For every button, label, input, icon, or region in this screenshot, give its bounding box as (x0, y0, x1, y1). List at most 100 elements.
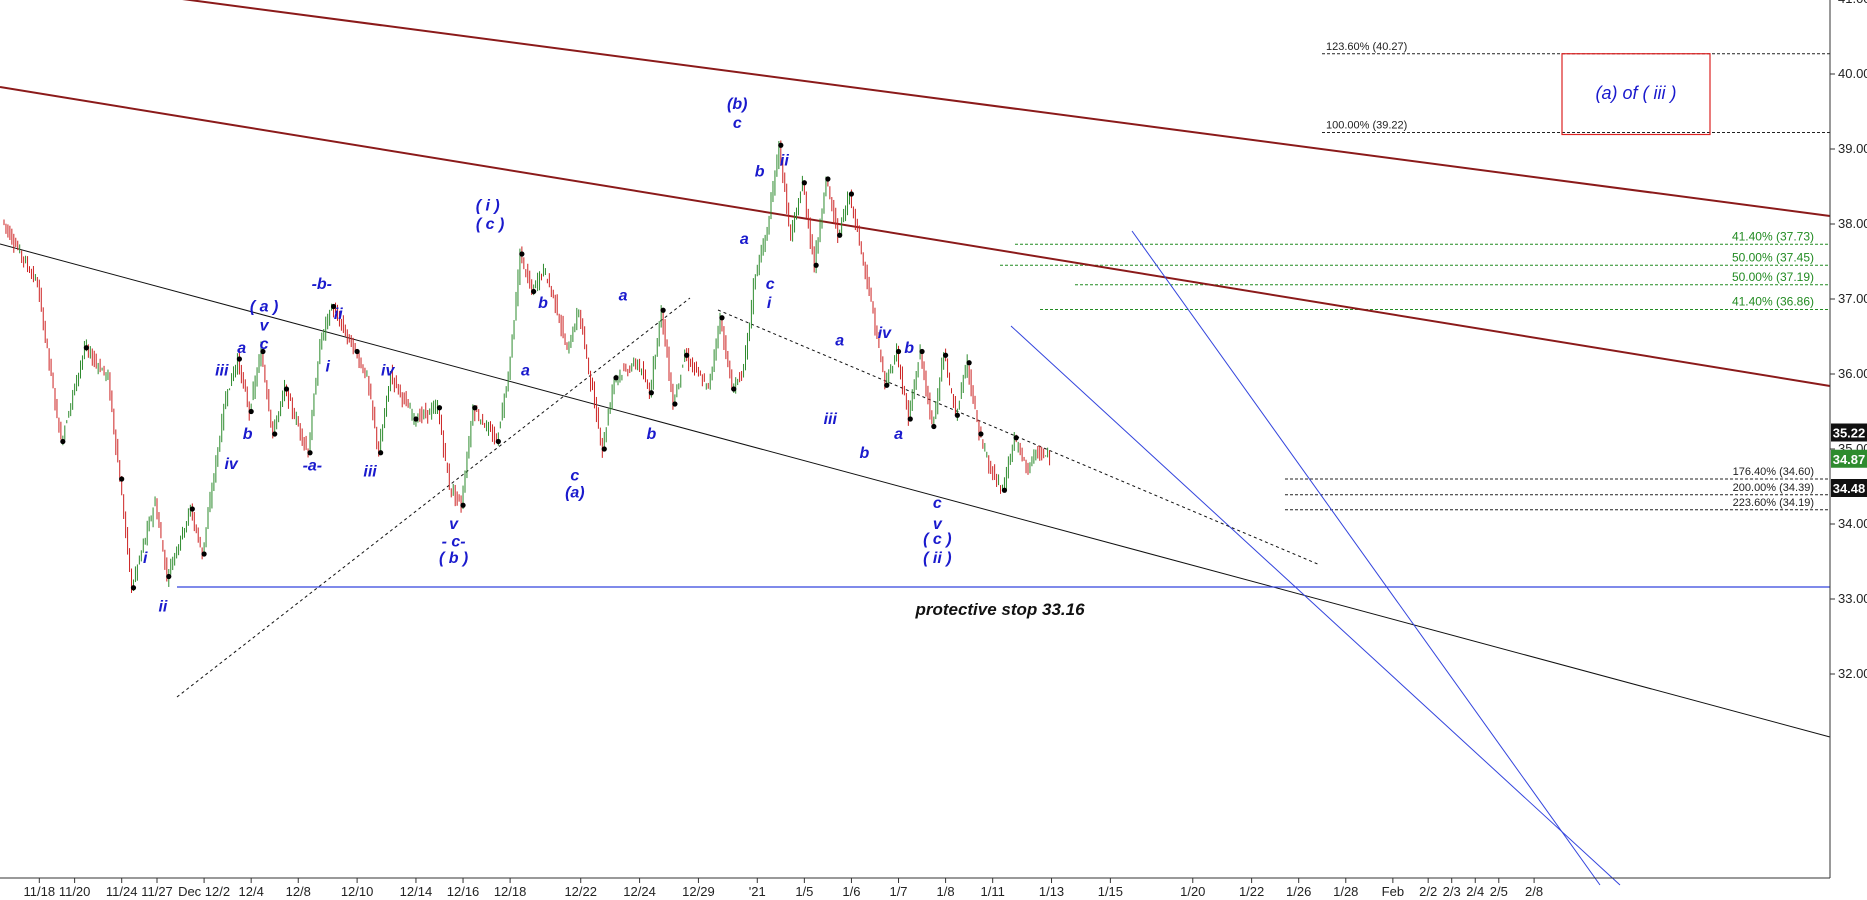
blue-lower-trendline (1010, 325, 1621, 886)
target-box (1561, 53, 1711, 136)
pivot-dot (613, 375, 619, 381)
wave-label: a (619, 287, 628, 304)
pivot-dot (837, 232, 843, 238)
pivot-dot (801, 180, 807, 186)
pivot-dot (260, 348, 266, 355)
time-tick-label: '21 (749, 884, 766, 899)
time-tick-label: 1/20 (1180, 884, 1205, 899)
wave-label: iii (363, 464, 377, 481)
wave-label: v (260, 317, 270, 334)
time-tick-label: 1/6 (842, 884, 860, 899)
pivot-dot (330, 303, 337, 310)
price-badge (1831, 449, 1867, 468)
price-tick-label: 40.00 (1838, 66, 1867, 81)
time-tick-label: 1/13 (1039, 884, 1064, 899)
pivot-dot (283, 386, 290, 392)
time-tick-label: 12/10 (341, 884, 374, 899)
fib-level-label: 50.00% (37.19) (1732, 270, 1814, 284)
wave-label: a (835, 332, 844, 349)
price-tick-label: 34.00 (1838, 516, 1867, 531)
price-tick-label: 37.00 (1838, 291, 1867, 306)
trendlines-layer: protective stop 33.16 (0, 0, 1831, 886)
pivot-dot (60, 438, 66, 445)
wave-label: c (733, 115, 742, 132)
time-tick-label: 11/20 (59, 884, 91, 899)
channel-lower-line (0, 86, 1831, 387)
pivot-dot (684, 352, 690, 358)
pivot-dot (119, 476, 125, 482)
wave-label: ( a ) (250, 299, 278, 316)
wave-label: (a) (565, 485, 585, 502)
time-tick-label: 12/18 (494, 884, 527, 899)
wave-label: ( c ) (923, 531, 951, 548)
wave-label: ( ii ) (923, 550, 951, 567)
pivot-dot (201, 551, 207, 557)
wave-label: i (767, 295, 772, 312)
pivot-dot (601, 446, 607, 452)
wave-label: - c- (442, 533, 466, 550)
pivot-dot (919, 348, 925, 355)
price-tick-label: 33.00 (1838, 591, 1867, 606)
wave-label: b (904, 340, 914, 357)
pivot-dot (778, 142, 784, 148)
price-tick-label: 32.00 (1838, 666, 1867, 681)
pivot-dot (813, 262, 819, 268)
pivot-dot (848, 191, 855, 197)
pivot-dot (166, 573, 172, 580)
time-tick-label: 12/24 (623, 884, 656, 899)
wave-label: -b- (312, 276, 332, 293)
pivot-dot (660, 307, 666, 313)
time-tick-label: 1/22 (1239, 884, 1264, 899)
pivot-dot (672, 401, 678, 407)
pivot-dot (907, 416, 913, 422)
wave-label: iv (381, 362, 395, 379)
time-tick-label: 2/5 (1490, 884, 1508, 899)
wave-label: iv (224, 456, 238, 473)
time-tick-label: 12/14 (400, 884, 433, 899)
wave-label: i (143, 550, 148, 567)
channel-upper-line (182, 0, 1831, 217)
wave-label: (b) (727, 96, 747, 113)
time-tick-label: 1/11 (981, 884, 1005, 899)
time-tick-label: 2/2 (1419, 884, 1437, 899)
time-tick-label: 1/28 (1333, 884, 1358, 899)
wave-label: iii (215, 362, 229, 379)
pivot-dot (519, 251, 525, 257)
dotted-trendline (717, 309, 1321, 566)
time-tick-label: 1/7 (889, 884, 907, 899)
time-tick-label: 1/15 (1098, 884, 1123, 899)
time-tick-label: 11/27 (141, 884, 173, 899)
price-badge-label: 35.22 (1833, 426, 1866, 441)
dotted-trendline (176, 297, 691, 698)
pivot-dot (83, 345, 89, 351)
pivot-dot (436, 405, 443, 411)
pivot-dot (189, 506, 195, 512)
pivot-dot (884, 382, 890, 388)
price-badge (1831, 479, 1867, 497)
pivot-dot (307, 450, 313, 456)
price-badge-label: 34.48 (1833, 481, 1866, 496)
pivot-dot (413, 416, 419, 422)
time-tick-label: 2/3 (1443, 884, 1461, 899)
pivot-dot (825, 176, 831, 182)
wave-label: a (521, 362, 530, 379)
time-tick-label: 2/4 (1466, 884, 1484, 899)
pivot-dot (472, 405, 478, 411)
pivot-dot (966, 360, 972, 366)
pivot-dots-layer (60, 142, 1019, 591)
fib-level-label: 50.00% (37.45) (1732, 250, 1814, 264)
wave-label: c (570, 467, 579, 484)
fib-level-label: 100.00% (39.22) (1326, 120, 1407, 132)
pivot-dot (731, 386, 737, 392)
wave-label: ii (334, 306, 343, 323)
wave-label: iv (878, 325, 892, 342)
pivot-dot (531, 288, 537, 295)
fib-level-label: 223.60% (34.19) (1733, 497, 1814, 509)
candles-layer (3, 140, 1051, 593)
time-tick-label: 12/16 (447, 884, 480, 899)
black-trendline (0, 243, 1831, 738)
wave-label: ii (780, 152, 789, 169)
pivot-dot (248, 408, 254, 415)
pivot-dot (272, 431, 278, 437)
